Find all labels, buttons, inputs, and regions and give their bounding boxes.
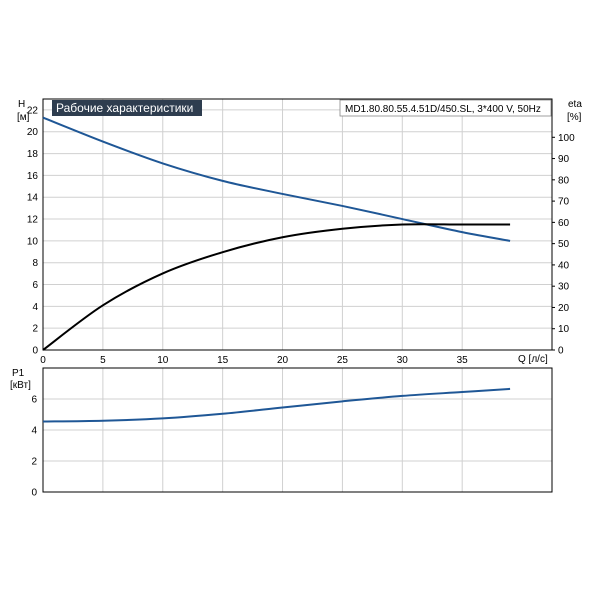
model-label-box bbox=[339, 99, 552, 117]
x-axis-label: Q [л/с] bbox=[518, 354, 548, 365]
x-tick-label: 0 bbox=[40, 355, 46, 366]
x-tick-label: 35 bbox=[457, 355, 469, 366]
y-tick-label: 18 bbox=[27, 149, 39, 160]
y-tick-label: 4 bbox=[32, 302, 38, 313]
x-tick-label: 15 bbox=[217, 355, 229, 366]
y2-tick-label: 100 bbox=[558, 133, 575, 144]
y-tick-label: 10 bbox=[27, 236, 39, 247]
y2-tick-label: 40 bbox=[558, 260, 570, 271]
y-axis-label: H bbox=[18, 99, 25, 110]
x-tick-label: 30 bbox=[397, 355, 409, 366]
y-tick-label: 20 bbox=[27, 127, 39, 138]
y-tick-label: 22 bbox=[27, 105, 39, 116]
x-tick-label: 25 bbox=[337, 355, 349, 366]
y2-axis-unit: [%] bbox=[567, 112, 582, 123]
y2-tick-label: 60 bbox=[558, 218, 570, 229]
chart-title-box bbox=[52, 100, 202, 116]
y2-tick-label: 20 bbox=[558, 303, 570, 314]
y-tick-label: 8 bbox=[32, 258, 38, 269]
bottom-chart-series bbox=[42, 387, 511, 423]
y2-tick-label: 90 bbox=[558, 154, 570, 165]
y-tick-label: 0 bbox=[32, 346, 38, 357]
y2-tick-label: 80 bbox=[558, 175, 570, 186]
p1-axis-unit: [кВт] bbox=[10, 380, 31, 391]
top-chart-y2-ticks: 0 10 20 30 40 50 60 70 80 90 100 bbox=[552, 133, 575, 357]
x-tick-label: 10 bbox=[157, 355, 169, 366]
y2-tick-label: 30 bbox=[558, 282, 570, 293]
x-tick-label: 5 bbox=[100, 355, 106, 366]
y2-tick-label: 10 bbox=[558, 324, 570, 335]
top-chart-frame bbox=[42, 98, 553, 351]
efficiency-curve bbox=[42, 223, 511, 351]
y2-tick-label: 50 bbox=[558, 239, 570, 250]
power-curve bbox=[42, 387, 511, 423]
y2-axis-label: eta bbox=[568, 99, 582, 110]
y-tick-label: 16 bbox=[27, 171, 39, 182]
y-tick-label: 14 bbox=[27, 193, 39, 204]
y-tick-label: 6 bbox=[32, 280, 38, 291]
y2-tick-label: 70 bbox=[558, 197, 570, 208]
y-tick-label: 2 bbox=[32, 324, 38, 335]
top-chart-x-ticks: 0 5 10 15 20 25 30 35 bbox=[40, 355, 468, 366]
chart-title: Рабочие характеристики bbox=[56, 101, 193, 115]
p1-tick-label: 6 bbox=[31, 395, 37, 406]
top-chart-series bbox=[42, 116, 511, 351]
p1-tick-label: 4 bbox=[31, 426, 37, 437]
p1-tick-label: 0 bbox=[31, 488, 37, 499]
x-tick-label: 20 bbox=[277, 355, 289, 366]
head-curve bbox=[42, 116, 511, 242]
model-label: MD1.80.80.55.4.51D/450.SL, 3*400 V, 50Hz bbox=[345, 104, 541, 115]
bottom-chart-frame bbox=[42, 367, 553, 493]
y-axis-unit: [м] bbox=[17, 112, 30, 123]
top-chart-y-ticks: 0 2 4 6 8 10 12 14 16 18 20 22 bbox=[27, 105, 39, 356]
y-tick-label: 12 bbox=[27, 215, 39, 226]
p1-tick-label: 2 bbox=[31, 457, 37, 468]
bottom-chart-y-ticks: 0 2 4 6 bbox=[31, 395, 37, 499]
bottom-chart-grid bbox=[43, 368, 552, 492]
p1-axis-label: P1 bbox=[12, 368, 25, 379]
y2-tick-label: 0 bbox=[558, 346, 564, 357]
